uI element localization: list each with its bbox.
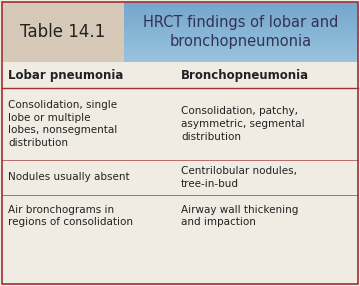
Text: Airway wall thickening
and impaction: Airway wall thickening and impaction (181, 204, 298, 227)
Text: Air bronchograms in
regions of consolidation: Air bronchograms in regions of consolida… (8, 204, 133, 227)
Text: Consolidation, single
lobe or multiple
lobes, nonsegmental
distribution: Consolidation, single lobe or multiple l… (8, 100, 117, 148)
Polygon shape (2, 2, 124, 62)
Text: Consolidation, patchy,
asymmetric, segmental
distribution: Consolidation, patchy, asymmetric, segme… (181, 106, 305, 142)
Text: Centrilobular nodules,
tree-in-bud: Centrilobular nodules, tree-in-bud (181, 166, 297, 189)
Text: Nodules usually absent: Nodules usually absent (8, 172, 130, 182)
Text: Bronchopneumonia: Bronchopneumonia (181, 69, 309, 82)
Polygon shape (124, 2, 358, 62)
FancyBboxPatch shape (2, 62, 358, 284)
Text: Table 14.1: Table 14.1 (21, 23, 105, 41)
Text: Lobar pneumonia: Lobar pneumonia (8, 69, 123, 82)
Text: HRCT findings of lobar and
bronchopneumonia: HRCT findings of lobar and bronchopneumo… (143, 15, 339, 49)
